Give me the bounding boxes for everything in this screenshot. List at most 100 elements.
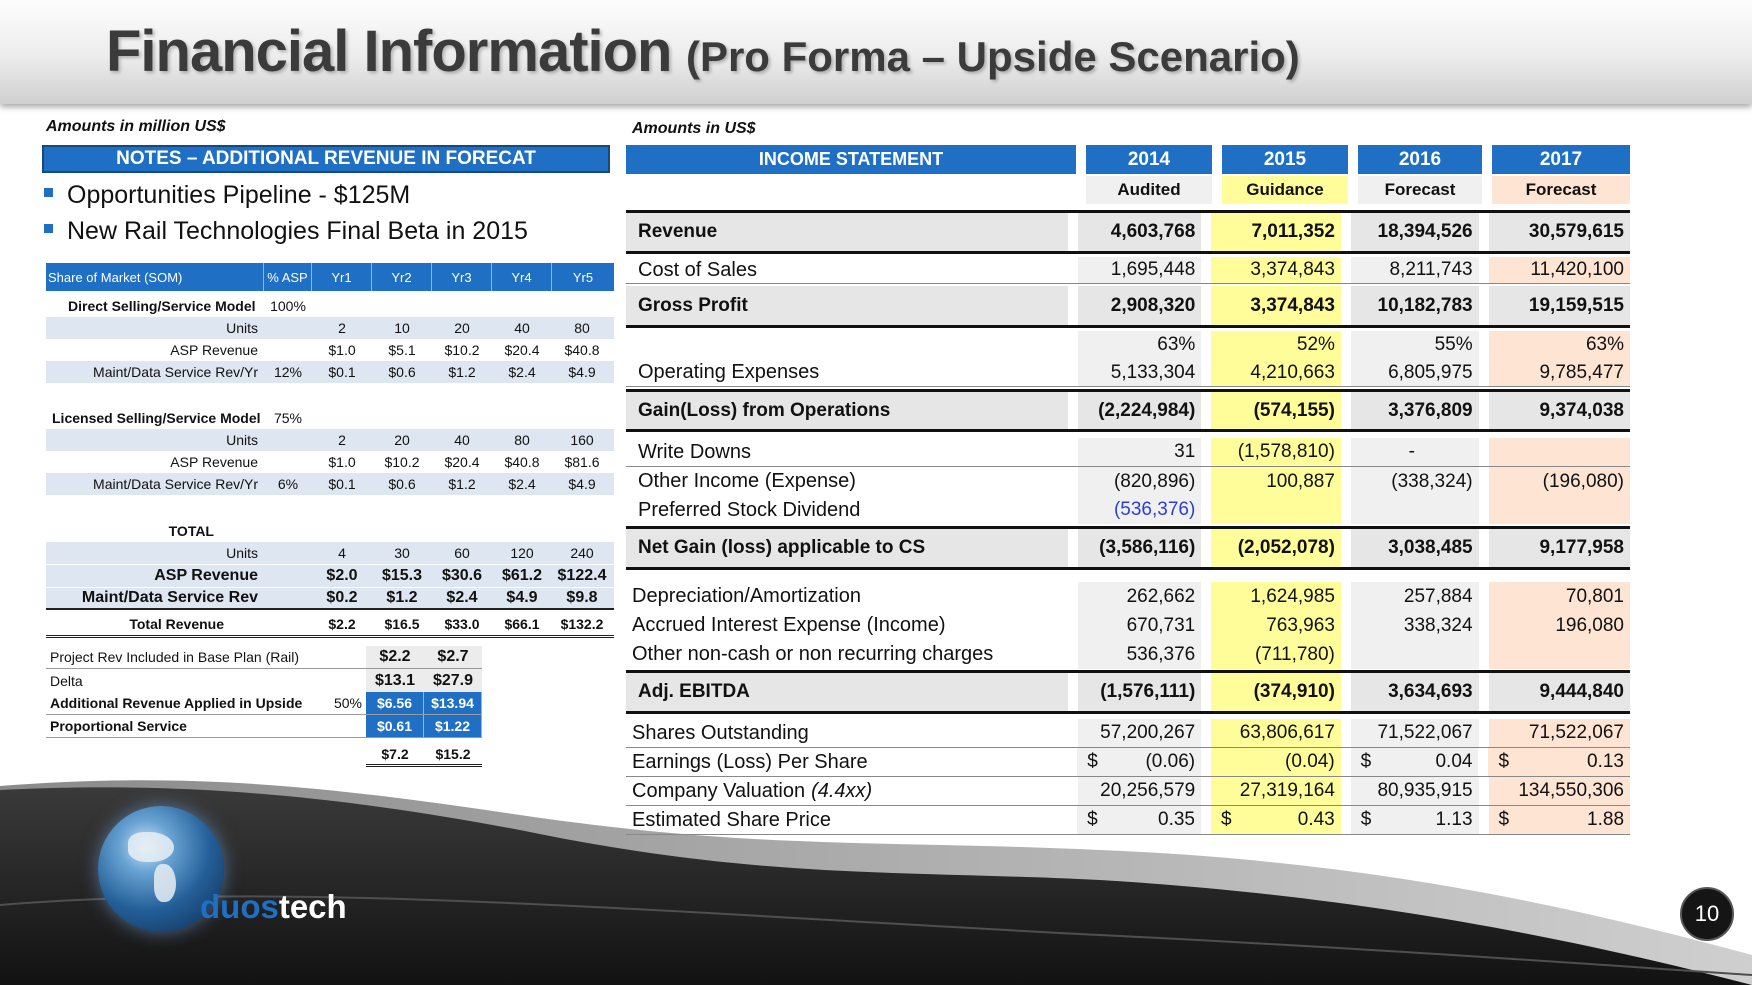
row-label: Shares Outstanding [626,719,1068,747]
section-row: Licensed Selling/Service Model 75% [46,407,614,429]
row-asp [264,429,312,451]
section-pct: 75% [273,410,303,426]
cell-value: (1,576,111) [1100,681,1196,702]
currency-symbol: $ [1498,809,1510,830]
cell-value: 763,963 [1266,614,1335,636]
cell-2015: 3,374,843 [1211,257,1341,283]
brand-part-a: duos [200,888,279,925]
year-header: 2017 [1492,145,1630,174]
cell-2015: 763,963 [1211,611,1341,640]
cell-2015 [1211,496,1341,524]
income-row: Shares Outstanding 57,200,267 63,806,617 71… [626,719,1630,748]
cell: $61.2 [501,567,543,584]
cell-value: (0.06) [1145,751,1196,772]
row-label-text: Other non-cash or non recurring charges [632,643,994,665]
cell-value: 0.43 [1297,809,1335,830]
cell-value: 27,319,164 [1239,780,1335,801]
cell: 2 [338,432,346,448]
cell-2014: 31 [1077,438,1202,466]
cell-2017: 196,080 [1488,611,1630,640]
cell-value: 1.13 [1435,809,1473,830]
row-label-note: (4.4xx) [811,779,873,802]
cell: $20.4 [504,342,540,358]
bullet-text: Opportunities Pipeline - $125M [67,181,411,209]
row-label: ASP Revenue [154,567,258,584]
cell-value: 3,376,809 [1388,399,1473,421]
cell: $4.9 [568,364,596,380]
cell: 240 [570,545,594,561]
cell-2017: $1.88 [1488,806,1631,834]
cell-value: (338,324) [1391,470,1473,492]
som-header-yr5: Yr5 [572,269,594,285]
row-label-text: Revenue [638,221,718,242]
row-label: Accrued Interest Expense (Income) [626,611,1068,640]
adjust-row: Proportional Service $0.61 $1.22 [46,715,482,738]
currency-symbol: $ [1360,809,1372,830]
cell-2015: $0.43 [1211,806,1341,834]
brand-logo: duostech [200,888,347,926]
cell-2017: 134,550,306 [1488,777,1630,805]
cell-2016: 257,884 [1350,582,1479,611]
cell-2014: 4,603,768 [1077,213,1202,251]
bullet-item: New Rail Technologies Final Beta in 2015 [44,217,528,246]
cell-value: 536,376 [1126,643,1196,665]
adjust-total-row: $7.2 $15.2 [46,744,482,767]
header-band: Financial Information (Pro Forma – Upsid… [0,0,1752,104]
row-label-text: Gain(Loss) from Operations [638,399,891,421]
cell-2014: 1,695,448 [1077,257,1202,283]
table-row: Units 4 30 60 120 240 [46,542,614,564]
cell-2017 [1488,640,1630,669]
cell-value: 20,256,579 [1100,780,1196,801]
cell-2014: (1,576,111) [1077,673,1202,711]
income-statement-title: INCOME STATEMENT [626,145,1076,174]
cell: $1.2 [448,364,476,380]
cell: $2.4 [446,589,478,606]
status-header: Forecast [1358,176,1482,204]
cell: $2.0 [326,567,358,584]
cell-value: 3,634,693 [1388,681,1473,702]
income-row: Earnings (Loss) Per Share $ (0.06) (0.04) $0… [626,748,1630,777]
cell-2014: 2,908,320 [1077,286,1202,325]
cell-2017: 9,444,840 [1488,673,1630,711]
left-caption: Amounts in million US$ [46,118,226,135]
cell-2016: 3,038,485 [1350,529,1479,567]
cell-2014: 5,133,304 [1077,359,1202,386]
cell-2017: $0.13 [1488,748,1630,776]
income-row: Depreciation/Amortization 262,662 1,624,98… [626,582,1630,611]
income-row: Gain(Loss) from Operations (2,224,984) (57… [626,389,1630,432]
cell-2015: 1,624,985 [1211,582,1341,611]
cell: 40 [454,432,470,448]
cell: $1.0 [328,342,356,358]
cell-value: 4,603,768 [1110,221,1196,242]
cell: $20.4 [444,454,480,470]
cell-2017: 63% [1488,331,1630,359]
income-row: 63% 52% 55% 63% [626,331,1630,359]
table-row: Units 2 10 20 40 80 [46,317,614,339]
cell-value: (1,578,810) [1237,441,1335,462]
cell-value: 262,662 [1126,585,1196,607]
income-row: Gross Profit 2,908,320 3,374,843 10,182,783… [626,286,1630,328]
cell: $0.6 [388,364,416,380]
income-row: Accrued Interest Expense (Income) 670,731… [626,611,1630,640]
cell-value: (2,052,078) [1237,537,1335,558]
cell-2015: (1,578,810) [1211,438,1341,466]
row-label: Preferred Stock Dividend [626,496,1068,524]
income-row: Other non-cash or non recurring charges 5… [626,640,1630,669]
row-label-text: Net Gain (loss) applicable to CS [638,537,926,558]
income-row: Other Income (Expense) (820,896) 100,887 (3… [626,467,1630,496]
cell-2017: 19,159,515 [1488,286,1630,325]
cell-value: 18,394,526 [1377,221,1473,242]
bullet-item: Opportunities Pipeline - $125M [44,181,410,210]
row-label: Net Gain (loss) applicable to CS [626,529,1068,567]
row-label: Units [226,432,258,448]
cell: 80 [514,432,530,448]
cell: 4 [338,545,346,561]
adjust-label: Delta [50,672,83,689]
cell-value: 3,374,843 [1250,259,1335,280]
som-header-yr1: Yr1 [312,263,372,291]
cell: $6.56 [366,692,424,714]
adjust-label: Additional Revenue Applied in Upside [50,695,303,711]
income-row: Adj. EBITDA (1,576,111) (374,910) 3,634,693… [626,670,1630,714]
cell-value: 19,159,515 [1528,294,1624,316]
cell: 120 [510,545,534,561]
